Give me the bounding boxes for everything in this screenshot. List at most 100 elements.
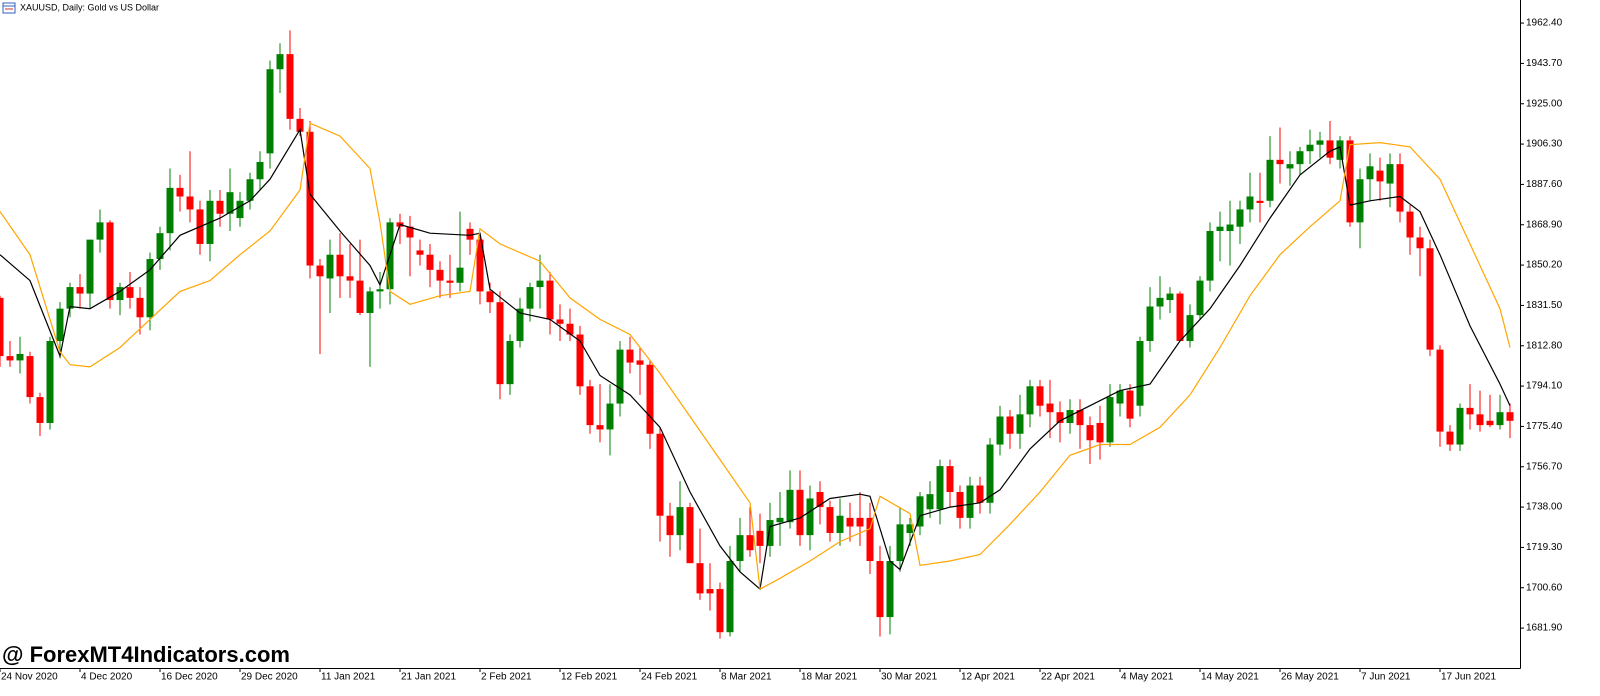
candle-body xyxy=(116,287,124,301)
candle-body xyxy=(1426,248,1434,350)
candle-body xyxy=(1066,410,1074,423)
candle-body xyxy=(326,254,334,279)
candle-body xyxy=(796,489,804,536)
candle-body xyxy=(56,308,64,342)
candle-body xyxy=(896,524,904,562)
candle-body xyxy=(1286,164,1294,169)
candle-body xyxy=(1046,403,1054,413)
candle-body xyxy=(856,517,864,527)
candle-body xyxy=(556,319,564,324)
candle-body xyxy=(366,291,374,313)
candle-body xyxy=(596,425,604,430)
y-tick-label: 1812.80 xyxy=(1526,340,1563,351)
plot-area xyxy=(0,30,1514,639)
candle-body xyxy=(526,287,534,309)
candle-body xyxy=(306,131,314,266)
candle-body xyxy=(1246,196,1254,210)
y-tick-label: 1925.00 xyxy=(1526,98,1563,109)
candle-body xyxy=(736,535,744,562)
candle-body xyxy=(696,563,704,594)
candle-body xyxy=(756,530,764,546)
candle-body xyxy=(676,507,684,536)
candle-body xyxy=(406,226,414,238)
candle-body xyxy=(566,323,574,335)
y-tick-label: 1831.50 xyxy=(1526,300,1563,311)
y-tick-label: 1738.00 xyxy=(1526,502,1563,513)
candle-body xyxy=(656,433,664,516)
candle-body xyxy=(616,349,624,404)
candle-body xyxy=(216,200,224,214)
candle-body xyxy=(726,561,734,633)
candle-body xyxy=(66,287,74,309)
x-tick-label: 11 Jan 2021 xyxy=(321,672,376,683)
candle-body xyxy=(766,520,774,546)
y-tick-label: 1868.90 xyxy=(1526,219,1563,230)
x-tick-label: 30 Mar 2021 xyxy=(881,672,938,683)
candle-body xyxy=(946,466,954,492)
candle-body xyxy=(1106,397,1114,443)
candle-body xyxy=(336,254,344,277)
candle-body xyxy=(1296,151,1304,165)
candle-body xyxy=(936,466,944,510)
y-tick-label: 1756.70 xyxy=(1526,461,1563,472)
candle-body xyxy=(1116,390,1124,404)
x-tick-label: 12 Feb 2021 xyxy=(561,672,618,683)
y-tick-label: 1775.40 xyxy=(1526,421,1563,432)
candle-body xyxy=(1326,140,1334,158)
candle-body xyxy=(1386,164,1394,184)
chart-title: XAUUSD, Daily: Gold vs US Dollar xyxy=(20,2,159,12)
candle-body xyxy=(626,349,634,363)
candle-body xyxy=(0,297,4,357)
candle-body xyxy=(446,280,454,283)
candle-body xyxy=(966,485,974,518)
candle-body xyxy=(1256,200,1264,203)
candle-body xyxy=(686,507,694,564)
candle-body xyxy=(176,187,184,197)
candle-body xyxy=(126,287,134,298)
candle-body xyxy=(1416,237,1424,249)
candle-body xyxy=(816,491,824,508)
candle-body xyxy=(876,561,884,618)
candle-body xyxy=(1006,416,1014,434)
candle-body xyxy=(706,589,714,594)
candle-body xyxy=(76,287,84,294)
candle-body xyxy=(226,192,234,214)
candle-body xyxy=(1436,349,1444,432)
candle-body xyxy=(1356,179,1364,223)
candle-body xyxy=(6,356,14,361)
candle-body xyxy=(266,69,274,154)
candle-body xyxy=(1346,140,1354,223)
candle-body xyxy=(826,507,834,533)
candle-body xyxy=(1486,420,1494,426)
candle-body xyxy=(376,289,384,292)
candle-body xyxy=(1026,386,1034,415)
y-tick-label: 1943.70 xyxy=(1526,58,1563,69)
candle-body xyxy=(496,302,504,385)
candle-body xyxy=(1096,422,1104,443)
watermark: @ ForexMT4Indicators.com xyxy=(2,642,290,667)
y-tick-label: 1719.30 xyxy=(1526,542,1563,553)
x-tick-label: 12 Apr 2021 xyxy=(961,672,1015,683)
candle-body xyxy=(606,403,614,430)
candle-body xyxy=(46,341,54,423)
candle-body xyxy=(476,239,484,292)
candle-body xyxy=(356,280,364,313)
candle-body xyxy=(666,515,674,536)
candle-body xyxy=(346,276,354,281)
candle-body xyxy=(996,416,1004,445)
x-tick-label: 7 Jun 2021 xyxy=(1361,672,1411,683)
y-tick-label: 1887.60 xyxy=(1526,179,1563,190)
candle-body xyxy=(806,498,814,536)
candle-body xyxy=(506,341,514,385)
x-tick-label: 24 Nov 2020 xyxy=(1,672,58,683)
candle-body xyxy=(836,515,844,533)
candle-body xyxy=(1396,164,1404,212)
symbol-icon xyxy=(2,2,16,14)
candle-body xyxy=(926,494,934,510)
candle-body xyxy=(1506,412,1514,421)
candle-body xyxy=(286,54,294,119)
candle-body xyxy=(1276,159,1284,165)
y-tick-label: 1850.20 xyxy=(1526,260,1563,271)
candle-body xyxy=(1316,140,1324,145)
